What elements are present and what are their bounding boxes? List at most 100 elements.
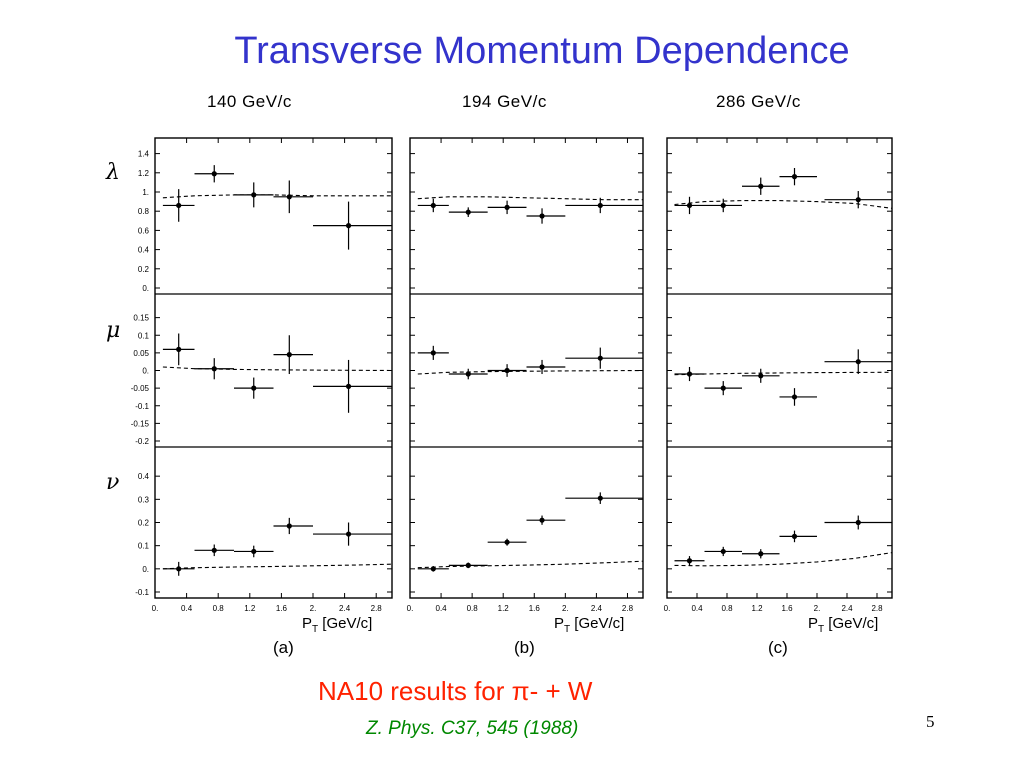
x-tick-label-c: 2.: [814, 604, 821, 613]
x-tick-label-c: 2.4: [841, 604, 853, 613]
data-point-lambda-b: [539, 213, 545, 219]
x-tick-label-a: 0.4: [181, 604, 193, 613]
citation: Z. Phys. C37, 545 (1988): [366, 718, 579, 739]
data-point-mu-a: [211, 366, 217, 372]
data-point-mu-c: [855, 359, 861, 365]
data-point-nu-b: [539, 517, 545, 523]
x-tick-label-a: 2.8: [371, 604, 383, 613]
data-point-mu-c: [686, 371, 693, 377]
data-point-lambda-c: [720, 202, 726, 209]
x-tick-label-b: 2.8: [622, 604, 634, 613]
lambda-label: λ: [106, 160, 120, 185]
data-point-mu-a: [286, 352, 292, 358]
data-point-mu-c: [791, 394, 798, 400]
panel-label-b: (b): [514, 638, 535, 657]
theory-curve-lambda-c: [674, 200, 893, 209]
x-tick-label-c: 1.2: [751, 604, 763, 613]
y-tick-label-lambda: 0.2: [138, 265, 150, 274]
panel-label-c: (c): [768, 638, 788, 657]
nu-label: ν: [106, 470, 120, 495]
y-tick-label-lambda: 0.4: [138, 246, 150, 255]
x-axis-label-b: PT [GeV/c]: [554, 615, 625, 635]
x-tick-label-c: 2.8: [871, 604, 883, 613]
energy-label-a: 140 GeV/c: [207, 92, 292, 111]
theory-curve-nu-b: [417, 560, 644, 569]
panel-label-a: (a): [273, 638, 294, 657]
y-tick-label-nu: 0.3: [138, 495, 150, 504]
data-point-nu-c: [720, 548, 726, 555]
data-point-lambda-c: [758, 183, 764, 189]
theory-curve-lambda-b: [417, 196, 643, 201]
y-tick-label-lambda: 1.2: [138, 169, 150, 178]
theory-curve-mu-c: [674, 371, 893, 376]
y-tick-label-lambda: 0.8: [138, 207, 150, 216]
x-tick-label-c: 0.: [664, 604, 671, 613]
data-point-nu-a: [251, 548, 257, 555]
x-tick-label-c: 1.6: [781, 604, 793, 613]
theory-curve-lambda-a: [162, 194, 392, 199]
y-tick-label-mu: 0.: [142, 367, 149, 376]
x-tick-label-a: 2.: [310, 604, 317, 613]
data-point-nu-a: [286, 523, 292, 529]
data-point-lambda-a: [345, 223, 352, 229]
slide-title: Transverse Momentum Dependence: [234, 30, 850, 72]
y-tick-label-lambda: 0.: [142, 284, 149, 293]
mu-label: μ: [106, 318, 121, 343]
panel-frame-a: [154, 137, 393, 599]
data-point-nu-b: [597, 495, 603, 501]
theory-curve-nu-a: [162, 563, 393, 570]
energy-label-c: 286 GeV/c: [716, 92, 801, 111]
data-point-nu-a: [211, 547, 217, 553]
data-point-mu-b: [504, 367, 510, 374]
y-tick-label-nu: 0.2: [138, 519, 150, 528]
data-point-lambda-b: [465, 209, 471, 215]
x-tick-label-b: 0.8: [467, 604, 479, 613]
y-tick-label-lambda: 1.: [142, 188, 149, 197]
theory-curve-nu-c: [674, 552, 893, 567]
y-tick-label-nu: 0.: [142, 565, 149, 574]
data-point-nu-c: [855, 519, 861, 526]
data-point-lambda-c: [855, 197, 861, 203]
y-tick-label-nu: -0.1: [135, 588, 149, 597]
y-tick-label-nu: 0.4: [138, 472, 150, 481]
y-tick-label-mu: -0.2: [135, 437, 149, 446]
data-point-mu-c: [758, 373, 764, 379]
data-point-lambda-c: [791, 174, 798, 180]
data-point-nu-c: [686, 558, 693, 564]
data-point-mu-b: [465, 371, 471, 377]
x-tick-label-a: 1.6: [276, 604, 288, 613]
x-tick-label-b: 2.4: [591, 604, 603, 613]
panel-frame-c: [666, 137, 893, 599]
data-point-lambda-b: [504, 204, 510, 210]
data-point-nu-b: [430, 566, 436, 572]
x-tick-label-b: 0.: [407, 604, 414, 613]
x-tick-label-c: 0.8: [721, 604, 733, 613]
y-tick-label-mu: -0.15: [131, 419, 150, 428]
data-point-nu-a: [345, 531, 352, 537]
y-tick-label-mu: -0.1: [135, 402, 149, 411]
data-point-mu-b: [539, 364, 545, 370]
x-tick-label-b: 1.6: [529, 604, 541, 613]
y-tick-label-lambda: 0.6: [138, 226, 150, 235]
x-tick-label-b: 0.4: [436, 604, 448, 613]
data-point-mu-b: [430, 350, 436, 356]
energy-label-b: 194 GeV/c: [462, 92, 547, 111]
data-point-lambda-a: [176, 202, 182, 209]
data-point-lambda-a: [211, 171, 217, 177]
data-point-nu-a: [176, 566, 182, 572]
x-tick-label-a: 0.8: [213, 604, 225, 613]
data-point-nu-b: [465, 562, 471, 568]
data-point-nu-b: [504, 539, 510, 545]
data-point-nu-c: [791, 533, 798, 540]
data-point-mu-b: [597, 355, 603, 361]
y-tick-label-lambda: 1.4: [138, 150, 150, 159]
x-tick-label-a: 2.4: [339, 604, 351, 613]
data-point-lambda-a: [286, 194, 292, 200]
data-point-mu-a: [176, 346, 182, 352]
panel-frame-b: [409, 137, 644, 599]
x-tick-label-c: 0.4: [691, 604, 703, 613]
x-axis-label-a: PT [GeV/c]: [302, 615, 373, 635]
data-point-lambda-b: [597, 202, 603, 209]
data-point-mu-a: [345, 383, 352, 389]
